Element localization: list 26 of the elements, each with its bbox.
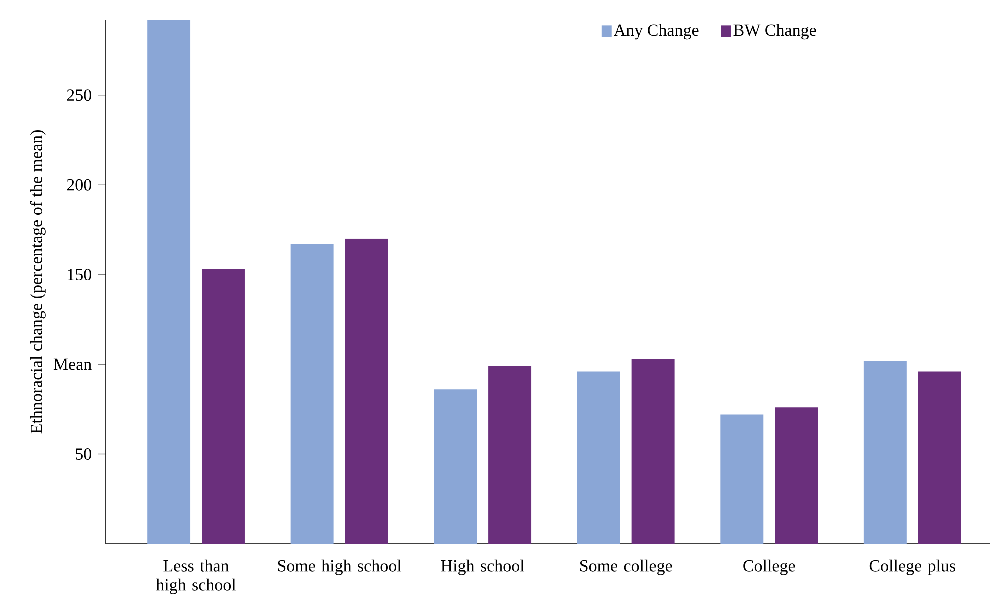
y-tick-label: Mean <box>54 358 92 370</box>
legend-label: Any Change <box>614 24 699 40</box>
bar <box>434 390 478 544</box>
bar <box>864 360 907 544</box>
bar <box>918 372 962 544</box>
bar <box>720 414 764 544</box>
bar <box>775 408 818 544</box>
x-tick-label: High school <box>441 560 524 576</box>
x-tick-label: Less than high school <box>156 560 236 594</box>
y-tick-label: 200 <box>67 179 92 191</box>
legend-label: BW Change <box>734 24 816 40</box>
y-tick-label: 150 <box>68 269 92 281</box>
x-tick-label: College <box>744 560 796 576</box>
bar <box>488 366 532 544</box>
bar <box>345 238 388 544</box>
y-tick-label: 250 <box>67 90 92 102</box>
y-axis-title: Ethnoracial change (percentage of the mean) <box>30 130 46 434</box>
y-tick-label: 50 <box>76 448 92 460</box>
x-tick-label: Some college <box>580 560 672 576</box>
x-tick-label: Some high school <box>278 560 402 576</box>
bar <box>290 244 334 544</box>
bar <box>202 269 245 544</box>
x-tick-label: College plus <box>870 560 956 576</box>
bar <box>632 359 675 544</box>
bar <box>148 20 191 544</box>
bar <box>577 372 620 544</box>
